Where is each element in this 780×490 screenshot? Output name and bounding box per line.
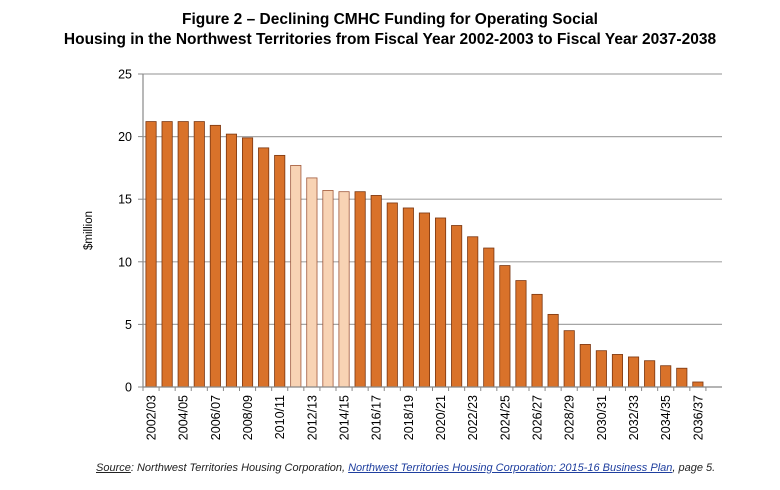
bar-2035/36 xyxy=(676,367,688,388)
bar-2014/15 xyxy=(338,191,350,388)
x-tick-label: 2018/19 xyxy=(402,395,416,440)
bar-2015/16 xyxy=(354,191,366,388)
y-tick-label: 10 xyxy=(118,255,132,269)
bar-2030/31 xyxy=(595,350,607,388)
bar-2018/19 xyxy=(402,207,414,388)
bar-2031/32 xyxy=(611,354,624,388)
x-tick-label: 2022/23 xyxy=(466,395,480,440)
bar-2008/09 xyxy=(241,137,254,388)
bar-2029/30 xyxy=(579,344,591,388)
bar-2011/12 xyxy=(290,164,302,388)
x-tick-label: 2020/21 xyxy=(434,395,448,440)
bar-2024/25 xyxy=(499,265,511,388)
x-tick-label: 2014/15 xyxy=(338,395,352,440)
x-tick-label: 2002/03 xyxy=(145,395,159,440)
x-tick-label: 2012/13 xyxy=(305,395,319,440)
x-tick-label: 2008/09 xyxy=(241,395,255,440)
bar-2034/35 xyxy=(660,365,672,388)
bar-2006/07 xyxy=(209,124,221,388)
x-tick-label: 2028/29 xyxy=(563,395,577,440)
x-tick-label: 2024/25 xyxy=(498,395,512,440)
x-tick-label: 2010/11 xyxy=(273,395,287,439)
bar-2033/34 xyxy=(644,360,656,388)
source-page: , page 5. xyxy=(672,462,716,474)
bar-2013/14 xyxy=(322,190,334,388)
source-label: Source xyxy=(96,462,131,474)
bar-2023/24 xyxy=(483,247,495,388)
x-tick-label: 2036/37 xyxy=(691,395,705,440)
x-tick-label: 2034/35 xyxy=(659,395,673,440)
x-tick-label: 2016/17 xyxy=(370,395,384,440)
bar-2007/08 xyxy=(225,133,238,388)
bar-2003/04 xyxy=(161,121,173,388)
x-tick-label: 2030/31 xyxy=(595,395,609,440)
bar-2025/26 xyxy=(515,280,527,388)
bar-2021/22 xyxy=(451,225,463,388)
x-tick-label: 2026/27 xyxy=(531,395,545,440)
bar-2020/21 xyxy=(434,217,447,388)
x-tick-label: 2032/33 xyxy=(627,395,641,440)
x-tick-label: 2004/05 xyxy=(177,395,191,440)
chart-title: Figure 2 – Declining CMHC Funding for Op… xyxy=(0,10,780,50)
bar-2017/18 xyxy=(386,202,398,388)
bar-2002/03 xyxy=(145,121,157,388)
bar-2022/23 xyxy=(467,236,479,388)
y-tick-label: 20 xyxy=(118,130,132,144)
source-org: Northwest Territories Housing Corporatio… xyxy=(133,462,349,474)
bar-2036/37 xyxy=(692,381,704,388)
chart-title-line-1: Figure 2 – Declining CMHC Funding for Op… xyxy=(182,11,598,28)
bar-2005/06 xyxy=(193,121,205,388)
bar-2012/13 xyxy=(306,177,318,388)
bar-2019/20 xyxy=(418,212,431,388)
y-tick-label: 25 xyxy=(118,68,132,82)
source-note: Source: Northwest Territories Housing Co… xyxy=(96,462,776,474)
bar-2028/29 xyxy=(563,330,575,388)
bar-2027/28 xyxy=(547,313,559,388)
bar-2032/33 xyxy=(627,356,640,388)
y-tick-label: 5 xyxy=(125,318,132,332)
bar-2010/11 xyxy=(274,154,286,388)
y-axis-label: $million xyxy=(83,211,95,250)
bar-2026/27 xyxy=(531,293,543,388)
y-tick-label: 0 xyxy=(125,381,132,395)
bar-2016/17 xyxy=(370,195,382,388)
source-document-link[interactable]: Northwest Territories Housing Corporatio… xyxy=(348,462,673,474)
x-tick-label: 2006/07 xyxy=(209,395,223,440)
source-colon: : xyxy=(130,462,134,474)
bar-2004/05 xyxy=(177,121,189,388)
y-tick-label: 15 xyxy=(118,193,132,207)
bar-2009/10 xyxy=(258,147,270,388)
chart-title-line-2: Housing in the Northwest Territories fro… xyxy=(63,31,717,48)
